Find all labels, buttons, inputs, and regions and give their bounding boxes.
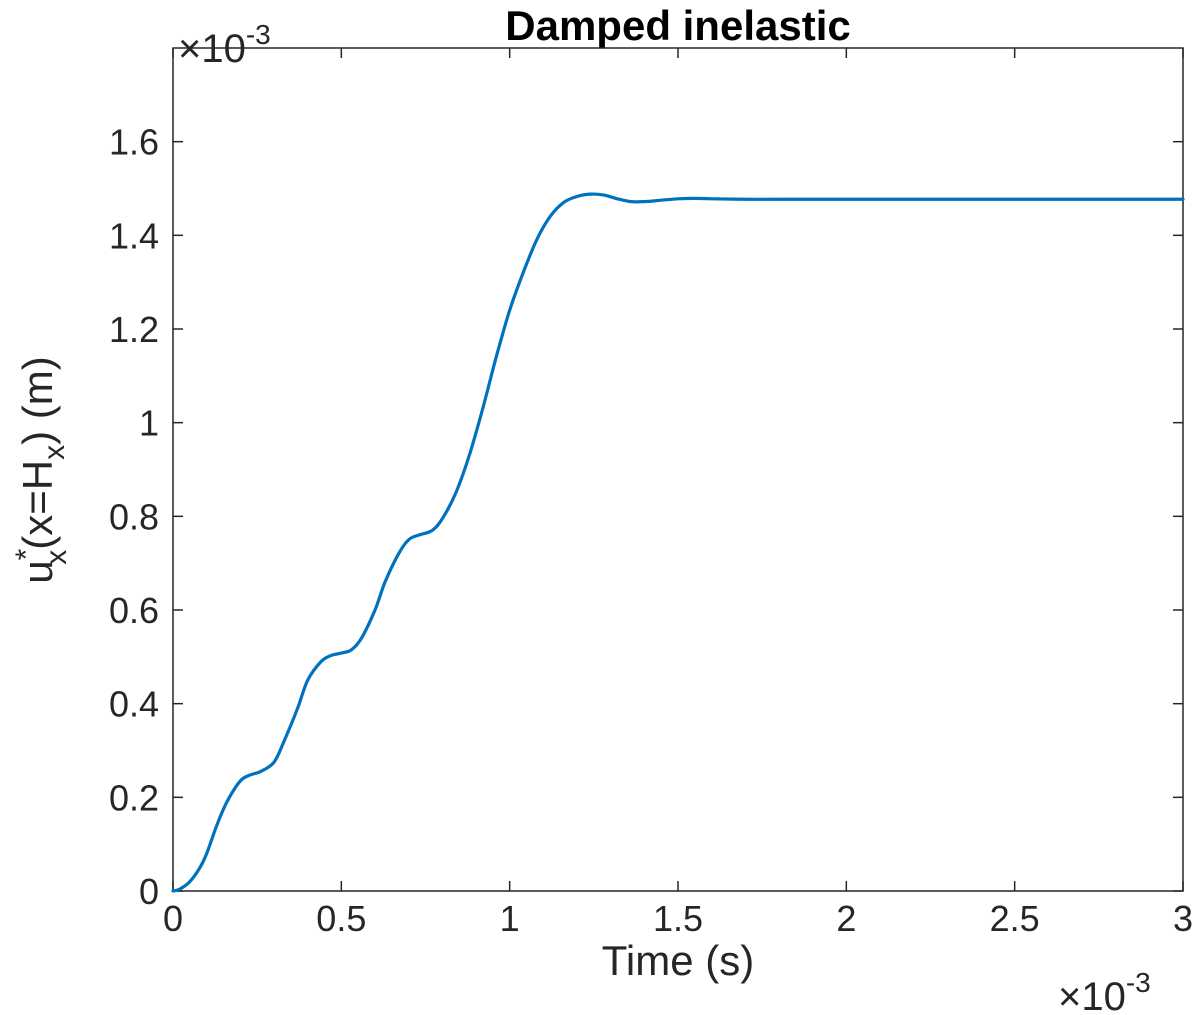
- y-axis-multiplier-exponent: -3: [246, 19, 271, 50]
- x-tick-label: 2: [836, 898, 856, 939]
- y-axis-label: u*x(x=Hx) (m): [10, 356, 73, 584]
- x-tick-label: 0.5: [316, 898, 366, 939]
- series-line: [171, 192, 1185, 893]
- y-ticks: 0 0.2 0.4 0.6 0.8 1 1.2 1.4 1.6: [109, 122, 1183, 912]
- y-axis-label-sub2: x: [38, 445, 71, 460]
- x-tick-label: 2.5: [990, 898, 1040, 939]
- x-axis-multiplier: ×10-3: [1058, 967, 1151, 1015]
- y-axis-label-mid: (x=H: [14, 460, 61, 550]
- y-axis-multiplier-base: ×10: [178, 27, 246, 71]
- y-tick-label: 0: [139, 871, 159, 912]
- y-axis-label-sup: *: [10, 548, 43, 560]
- x-tick-label: 3: [1173, 898, 1193, 939]
- y-tick-label: 1.6: [109, 122, 159, 163]
- y-axis-multiplier: ×10-3: [178, 19, 271, 71]
- x-tick-label: 0: [163, 898, 183, 939]
- y-tick-label: 0.4: [109, 684, 159, 725]
- y-tick-label: 1: [139, 403, 159, 444]
- chart-title: Damped inelastic: [505, 2, 850, 49]
- x-tick-label: 1: [500, 898, 520, 939]
- x-tick-label: 1.5: [653, 898, 703, 939]
- y-axis-label-tail: ) (m): [14, 356, 61, 445]
- y-tick-label: 0.2: [109, 777, 159, 818]
- y-tick-label: 0.8: [109, 496, 159, 537]
- y-tick-label: 0.6: [109, 590, 159, 631]
- x-axis-multiplier-exponent: -3: [1126, 967, 1151, 998]
- y-tick-label: 1.2: [109, 309, 159, 350]
- y-axis-label-main: u: [14, 560, 61, 583]
- x-axis-label: Time (s): [602, 937, 754, 984]
- x-axis-multiplier-base: ×10: [1058, 975, 1126, 1015]
- y-axis-label-sub: x: [40, 550, 73, 565]
- y-tick-label: 1.4: [109, 215, 159, 256]
- x-ticks: 0 0.5 1 1.5 2 2.5 3: [163, 48, 1193, 939]
